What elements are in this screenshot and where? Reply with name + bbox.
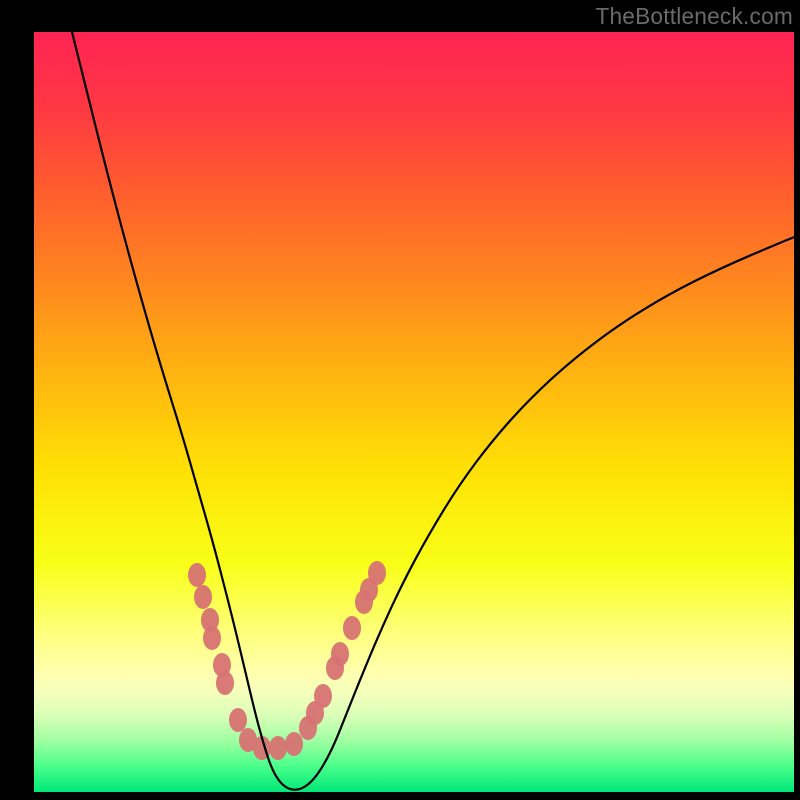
- plot-area: [34, 32, 794, 792]
- bottleneck-curve: [34, 32, 794, 792]
- watermark-text: TheBottleneck.com: [595, 3, 793, 30]
- bottleneck-curve-path: [72, 32, 794, 790]
- blob-cluster: [188, 561, 386, 760]
- chart-frame: [34, 32, 794, 792]
